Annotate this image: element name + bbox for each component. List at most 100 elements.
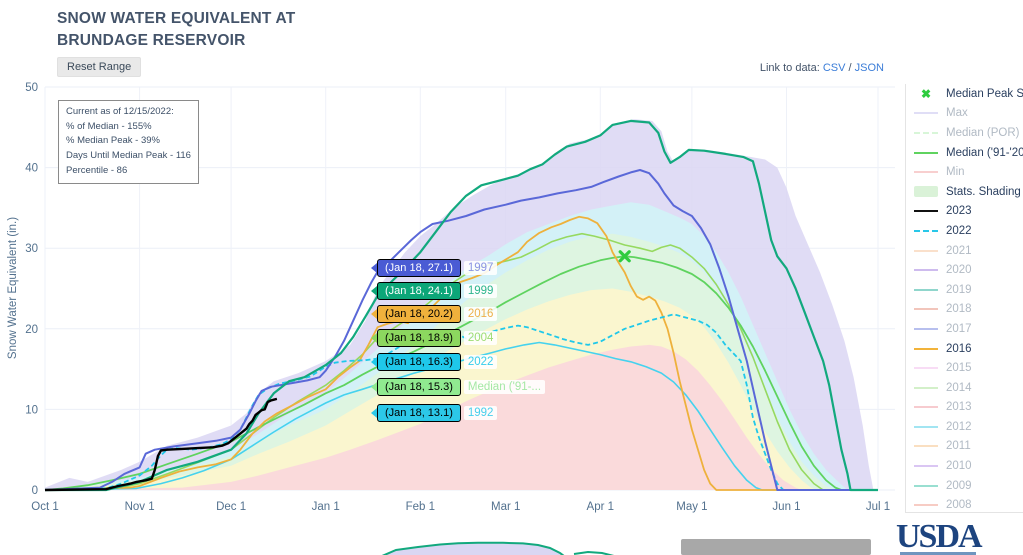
axis-tick-labels: 0 10 20 30 40 50 Oct 1 Nov 1 Dec 1 Jan 1 Feb 1 Mar …: [25, 82, 890, 513]
y-tick-20: 20: [25, 324, 38, 336]
page-title: SNOW WATER EQUIVALENT AT BRUNDAGE RESERV…: [57, 8, 295, 53]
legend-item-median-peak-swe[interactable]: ✖ Median Peak SWE: [906, 84, 1023, 104]
legend-swatch: [914, 465, 938, 468]
link-to-data-label: Link to data:: [759, 62, 823, 74]
tooltip-tail: [371, 262, 377, 273]
tooltip-value: (Jan 18, 20.2): [377, 304, 461, 323]
tooltip-tail: [371, 356, 377, 367]
legend-swatch-dash: [914, 229, 938, 232]
legend-swatch-line: [914, 445, 938, 448]
tooltip-value: (Jan 18, 15.3): [377, 377, 461, 396]
legend-label: 2022: [946, 224, 972, 237]
legend-label: 2018: [946, 303, 972, 316]
legend-swatch-line: [914, 308, 938, 311]
legend-label: 2013: [946, 401, 972, 414]
legend-swatch: [914, 484, 938, 487]
current-stats-info-box: Current as of 12/15/2022: % of Median - 1…: [58, 100, 199, 184]
x-tick-Nov-1: Nov 1: [125, 501, 155, 513]
legend-item-2013[interactable]: 2013: [906, 398, 1023, 418]
legend-swatch: [914, 347, 938, 350]
legend-item-2018[interactable]: 2018: [906, 300, 1023, 320]
legend-swatch: [914, 425, 938, 428]
legend-swatch: [914, 186, 938, 198]
tooltip-tail: [371, 308, 377, 319]
legend-label: Median ('91-'20): [946, 146, 1023, 159]
legend-label: Median Peak SWE: [946, 87, 1023, 100]
legend-item-2014[interactable]: 2014: [906, 378, 1023, 398]
line-Median ('91-'20): [44, 255, 878, 491]
legend-item-2020[interactable]: 2020: [906, 260, 1023, 280]
range-slider-preview[interactable]: [378, 540, 618, 555]
legend-swatch-line: [914, 171, 938, 174]
tooltip-series-label: 2004: [463, 330, 498, 345]
legend-label: 2014: [946, 381, 972, 394]
legend-swatch-line: [914, 425, 938, 428]
stats-shading-bands: [45, 119, 878, 491]
tooltip-series-label: 1997: [463, 260, 498, 275]
legend-item-2015[interactable]: 2015: [906, 358, 1023, 378]
legend-swatch: [914, 504, 938, 507]
legend-swatch-line: [914, 367, 938, 370]
legend-item-stats-shading[interactable]: Stats. Shading: [906, 182, 1023, 202]
legend-label: 2019: [946, 283, 972, 296]
line-1997: [44, 169, 878, 491]
legend-swatch-line: [914, 484, 938, 487]
tooltip-1992: (Jan 18, 13.1) 1992: [371, 402, 498, 423]
legend-swatch-line: [914, 406, 938, 409]
legend-swatch-dash: [914, 131, 938, 134]
tooltip-tail: [371, 332, 377, 343]
legend-swatch-line: [914, 327, 938, 330]
legend-swatch: [914, 288, 938, 291]
legend-item-median-91-20-[interactable]: Median ('91-'20): [906, 143, 1023, 163]
legend-item-2010[interactable]: 2010: [906, 456, 1023, 476]
reset-range-button[interactable]: Reset Range: [57, 57, 142, 77]
legend-swatch-line: [914, 249, 938, 252]
tooltip-value: (Jan 18, 13.1): [377, 403, 461, 422]
info-box-line: Current as of 12/15/2022:: [66, 106, 174, 117]
legend-item-2016[interactable]: 2016: [906, 339, 1023, 359]
scrollbar-thumb[interactable]: [681, 539, 871, 555]
legend-item-2011[interactable]: 2011: [906, 437, 1023, 457]
legend-swatch: [914, 406, 938, 409]
tooltip-value: (Jan 18, 16.3): [377, 352, 461, 371]
legend-item-max[interactable]: Max: [906, 104, 1023, 124]
tooltip-1997: (Jan 18, 27.1) 1997: [371, 257, 498, 278]
legend-item-2022[interactable]: 2022: [906, 221, 1023, 241]
legend-item-median-por-[interactable]: Median (POR): [906, 123, 1023, 143]
legend-x-marker-icon: ✖: [914, 88, 938, 100]
tooltip-1999: (Jan 18, 24.1) 1999: [371, 280, 498, 301]
tooltip-value: (Jan 18, 27.1): [377, 258, 461, 277]
legend-swatch: [914, 151, 938, 154]
x-tick-Feb-1: Feb 1: [406, 501, 435, 513]
legend-item-min[interactable]: Min: [906, 162, 1023, 182]
legend-item-2017[interactable]: 2017: [906, 319, 1023, 339]
tooltip-series-label: Median ('91-...: [463, 379, 546, 394]
page-title-line1: SNOW WATER EQUIVALENT AT: [57, 10, 296, 27]
legend-swatch-line: [914, 347, 938, 350]
legend-label: 2008: [946, 499, 972, 512]
legend-item-2021[interactable]: 2021: [906, 241, 1023, 261]
legend-label: 2011: [946, 440, 971, 453]
tooltip-2004: (Jan 18, 18.9) 2004: [371, 327, 498, 348]
x-marker-glyph: ✖: [920, 86, 932, 101]
tooltip-series-label: 2022: [463, 354, 498, 369]
json-link[interactable]: JSON: [854, 62, 884, 74]
legend-item-2008[interactable]: 2008: [906, 495, 1023, 512]
x-tick-Dec-1: Dec 1: [216, 501, 246, 513]
tooltip-series-label: 2016: [463, 306, 498, 321]
link-to-data: Link to data: CSV / JSON: [760, 62, 884, 74]
legend-swatch-line: [914, 386, 938, 389]
legend-swatch: [914, 171, 938, 174]
tooltip-Median91: (Jan 18, 15.3) Median ('91-...: [371, 376, 546, 397]
tooltip-value: (Jan 18, 24.1): [377, 281, 461, 300]
legend-swatch-line: [914, 210, 938, 213]
legend-item-2023[interactable]: 2023: [906, 202, 1023, 222]
legend-item-2019[interactable]: 2019: [906, 280, 1023, 300]
legend: ✖ Median Peak SWE Max Median (POR) Median ('…: [905, 84, 1023, 513]
csv-link[interactable]: CSV: [822, 62, 846, 74]
legend-item-2009[interactable]: 2009: [906, 476, 1023, 496]
legend-item-2012[interactable]: 2012: [906, 417, 1023, 437]
page-title-line2: BRUNDAGE RESERVOIR: [57, 32, 246, 50]
